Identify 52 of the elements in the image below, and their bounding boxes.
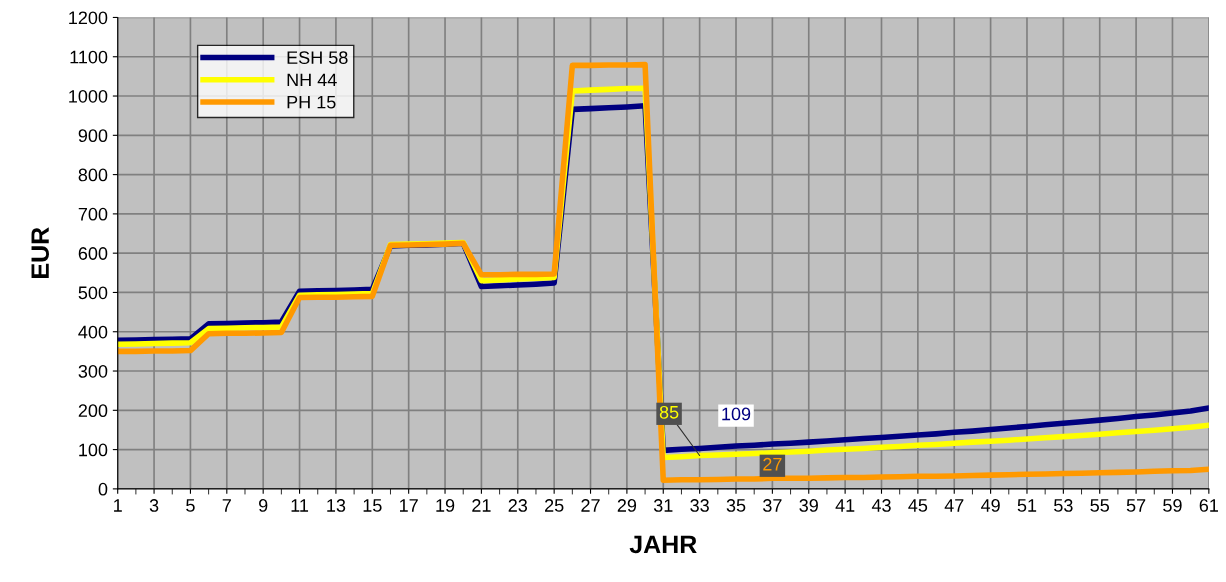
y-tick-label: 600	[78, 247, 108, 260]
x-tick-label: 55	[1090, 499, 1110, 512]
x-tick-label: 13	[327, 499, 346, 512]
x-tick-label: 37	[763, 499, 782, 512]
y-tick-label: 800	[78, 168, 108, 182]
y-axis-title: EUR	[31, 227, 49, 278]
annotation: 109	[722, 407, 751, 421]
y-tick-label: 0	[98, 482, 108, 496]
x-tick-label: 7	[222, 499, 231, 512]
x-tick-label: 19	[436, 499, 455, 512]
y-tick-label: 300	[78, 364, 108, 378]
y-tick-label: 700	[78, 207, 108, 221]
x-tick-label: 21	[472, 499, 491, 512]
y-tick-label: 500	[78, 286, 108, 300]
x-axis-title: JAHR	[629, 535, 697, 554]
x-tick-label: 33	[690, 499, 709, 512]
y-tick-label: 1200	[69, 11, 108, 25]
x-tick-label: 1	[114, 499, 122, 512]
y-tick-label: 100	[79, 443, 108, 457]
x-tick-label: 59	[1163, 499, 1182, 512]
x-tick-label: 39	[799, 499, 818, 512]
y-tick-label: 400	[78, 325, 108, 339]
x-tick-label: 27	[581, 499, 600, 512]
x-tick-label: 41	[835, 499, 855, 512]
y-tick-label: 1100	[70, 50, 108, 64]
x-tick-label: 47	[944, 499, 964, 512]
x-tick-label: 43	[871, 499, 891, 512]
y-tick-label: 1000	[69, 89, 108, 103]
annotation: 85	[659, 405, 679, 419]
x-tick-label: 5	[186, 499, 195, 512]
x-tick-label: 3	[149, 499, 159, 512]
y-tick-label: 200	[78, 404, 108, 418]
x-tick-label: 45	[908, 499, 928, 512]
x-tick-label: 17	[400, 499, 418, 512]
x-tick-label: 53	[1054, 499, 1073, 512]
x-tick-label: 9	[259, 499, 268, 512]
x-tick-label: 51	[1017, 499, 1037, 512]
x-tick-label: 57	[1126, 499, 1146, 512]
x-tick-label: 61	[1199, 499, 1218, 512]
x-tick-label: 23	[508, 499, 528, 512]
x-tick-label: 49	[980, 499, 1000, 512]
y-tick-label: 900	[78, 129, 108, 143]
legend-label: PH 15	[287, 95, 336, 109]
x-tick-label: 15	[363, 499, 382, 512]
x-tick-label: 35	[726, 499, 746, 512]
x-tick-label: 29	[617, 499, 637, 512]
x-tick-label: 11	[291, 499, 309, 512]
x-tick-label: 31	[653, 499, 673, 512]
x-tick-label: 25	[545, 499, 564, 512]
legend-label: NH 44	[287, 73, 337, 87]
annotation: 27	[763, 457, 782, 471]
legend-label: ESH 58	[287, 51, 348, 65]
